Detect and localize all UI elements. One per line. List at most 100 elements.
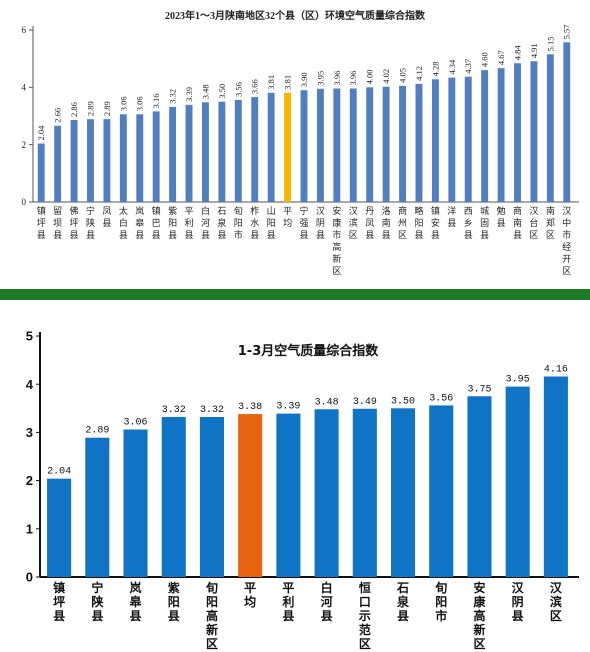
category-label: 镇安县 [431, 205, 440, 241]
bar-26 [464, 76, 472, 202]
category-label: 南郑区 [546, 205, 555, 241]
bar-27 [481, 70, 489, 202]
value-label: 2.89 [102, 101, 112, 116]
category-label: 柞水县 [250, 205, 259, 241]
value-label: 3.16 [151, 94, 161, 109]
category-label: 岚皋县 [130, 580, 143, 623]
bar-17 [316, 88, 324, 202]
value-label: 4.60 [480, 52, 490, 67]
value-label: 3.32 [200, 405, 224, 416]
bar-4 [199, 416, 225, 577]
y-tick-label: 4 [26, 377, 34, 392]
y-tick-label: 5 [26, 329, 33, 344]
category-label: 镇坪县 [53, 580, 65, 623]
bar-20 [366, 87, 374, 202]
category-label: 山阳县 [267, 206, 276, 241]
category-label: 汉滨区 [349, 206, 358, 241]
value-label: 4.28 [430, 61, 440, 76]
bar-3 [87, 119, 94, 202]
value-label: 3.39 [276, 402, 300, 413]
chart-title: 1-3月空气质量综合指数 [238, 343, 379, 359]
category-label: 石泉县 [217, 207, 226, 241]
y-tick-label: 0 [22, 197, 27, 207]
bar-32 [563, 42, 571, 203]
section-divider [0, 289, 590, 300]
bar-16 [300, 90, 308, 202]
category-label: 商州区 [398, 205, 407, 241]
value-label: 3.96 [348, 71, 358, 86]
category-label: 商南县 [513, 205, 522, 241]
bar-2 [123, 429, 148, 577]
category-label: 镇巴县 [152, 205, 161, 241]
bar-1 [54, 125, 62, 202]
category-label: 白河县 [201, 205, 210, 241]
category-label: 安康市高新区 [332, 205, 341, 277]
value-label: 4.84 [512, 45, 522, 61]
bar-24 [431, 79, 439, 202]
bar-15 [284, 92, 292, 202]
category-label: 平利县 [282, 581, 294, 623]
category-label: 安康高新区 [473, 580, 486, 651]
category-label: 汉滨区 [550, 580, 563, 623]
value-label: 3.96 [332, 71, 342, 86]
y-tick-label: 2 [26, 473, 33, 488]
category-label: 白河县 [320, 580, 333, 623]
category-label: 汉台区 [529, 206, 538, 241]
category-label: 汉中市经开区 [562, 206, 571, 277]
bar-25 [448, 77, 456, 202]
bar-9 [390, 408, 416, 577]
value-label: 4.12 [414, 66, 424, 81]
value-label: 3.66 [250, 79, 260, 94]
value-label: 3.95 [315, 71, 325, 86]
bar-21 [382, 86, 390, 202]
value-label: 5.57 [562, 24, 572, 39]
category-label: 旬阳市 [234, 205, 243, 241]
category-label: 佛坪县 [70, 205, 79, 241]
y-tick-label: 4 [22, 82, 27, 92]
bar-29 [514, 63, 521, 203]
category-label: 镇坪县 [37, 205, 46, 241]
y-tick-label: 3 [26, 425, 33, 440]
value-label: 5.15 [545, 36, 555, 51]
value-label: 4.67 [496, 50, 506, 65]
value-label: 3.39 [184, 87, 194, 102]
value-label: 3.95 [506, 375, 530, 386]
value-label: 4.02 [381, 69, 391, 84]
value-label: 3.06 [118, 96, 128, 111]
bar-22 [399, 85, 406, 202]
bar-19 [349, 88, 357, 202]
value-label: 2.86 [69, 102, 79, 117]
category-label: 平利县 [185, 206, 194, 241]
value-label: 3.32 [168, 89, 178, 104]
bar-0 [37, 143, 45, 202]
bar-18 [333, 88, 341, 202]
category-label: 平均 [244, 581, 256, 609]
chart-panel-top: 2023年1～3月陕南地区32个县（区）环境空气质量综合指数 0 2 4 6 2.04 镇… [0, 0, 590, 286]
value-label: 4.34 [447, 59, 457, 75]
chart-title: 2023年1～3月陕南地区32个县（区）环境空气质量综合指数 [165, 9, 426, 22]
value-label: 2.66 [53, 108, 63, 123]
y-tick-label: 6 [22, 25, 27, 35]
bar-10 [429, 405, 454, 577]
value-label: 3.90 [299, 72, 309, 87]
bar-8 [352, 408, 377, 577]
bar-4 [103, 119, 111, 202]
value-label: 3.32 [162, 405, 186, 416]
bar-1 [85, 437, 110, 577]
value-label: 3.81 [283, 75, 293, 90]
bar-11 [467, 396, 492, 577]
category-label: 恒口示范区 [358, 580, 371, 651]
bar-7 [314, 409, 339, 577]
value-label: 2.04 [47, 467, 71, 478]
value-label: 4.16 [544, 364, 568, 375]
category-label: 留坝县 [53, 205, 62, 241]
category-label: 太白县 [119, 205, 128, 241]
category-label: 宁陕县 [91, 580, 103, 623]
bar-7 [152, 111, 160, 202]
value-label: 2.89 [85, 426, 109, 437]
value-label: 3.06 [135, 96, 145, 111]
category-label: 石泉县 [396, 581, 410, 623]
ankang-air-quality-chart: 1-3月空气质量综合指数 0 1 2 3 4 5 2.04 镇坪县 2.89 宁陕县 3.06 岚皋县… [26, 329, 579, 651]
y-tick-label: 2 [22, 140, 27, 150]
bar-30 [530, 61, 538, 202]
